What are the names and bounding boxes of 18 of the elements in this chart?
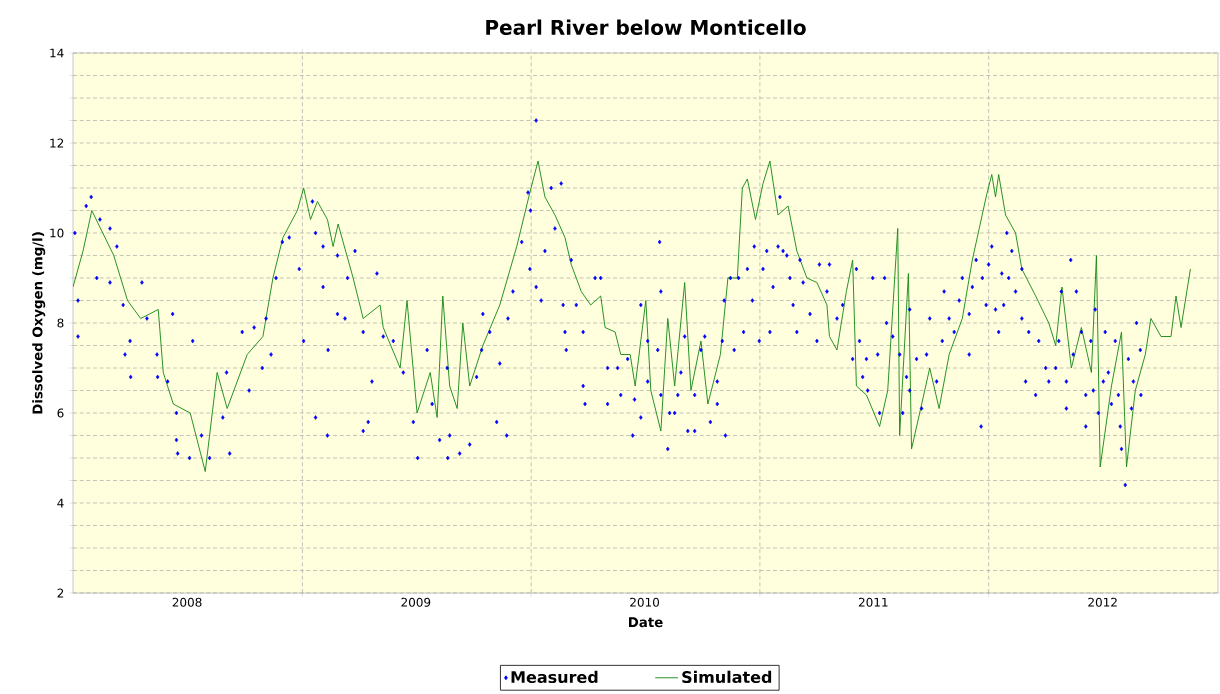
y-tick-label: 4 <box>57 498 64 508</box>
x-axis-title: Date <box>629 617 663 628</box>
x-tick-label: 2008 <box>172 597 202 607</box>
y-tick-label: 2 <box>57 588 64 598</box>
x-tick-label: 2009 <box>401 597 431 607</box>
y-axis-title: Dissolved Oxygen (mg/l) <box>32 232 46 414</box>
x-tick-label: 2012 <box>1088 597 1117 607</box>
y-tick-label: 10 <box>50 228 64 238</box>
y-tick-label: 14 <box>50 48 64 58</box>
y-tick-label: 6 <box>57 408 64 418</box>
legend-label: Simulated <box>682 670 772 684</box>
legend-label: Measured <box>511 670 598 684</box>
x-tick-label: 2011 <box>858 597 888 607</box>
chart-title: Pearl River below Monticello <box>486 19 806 35</box>
y-tick-label: 12 <box>50 138 64 148</box>
y-tick-label: 8 <box>57 318 64 328</box>
line-series <box>73 160 1191 472</box>
x-tick-label: 2010 <box>630 597 660 607</box>
